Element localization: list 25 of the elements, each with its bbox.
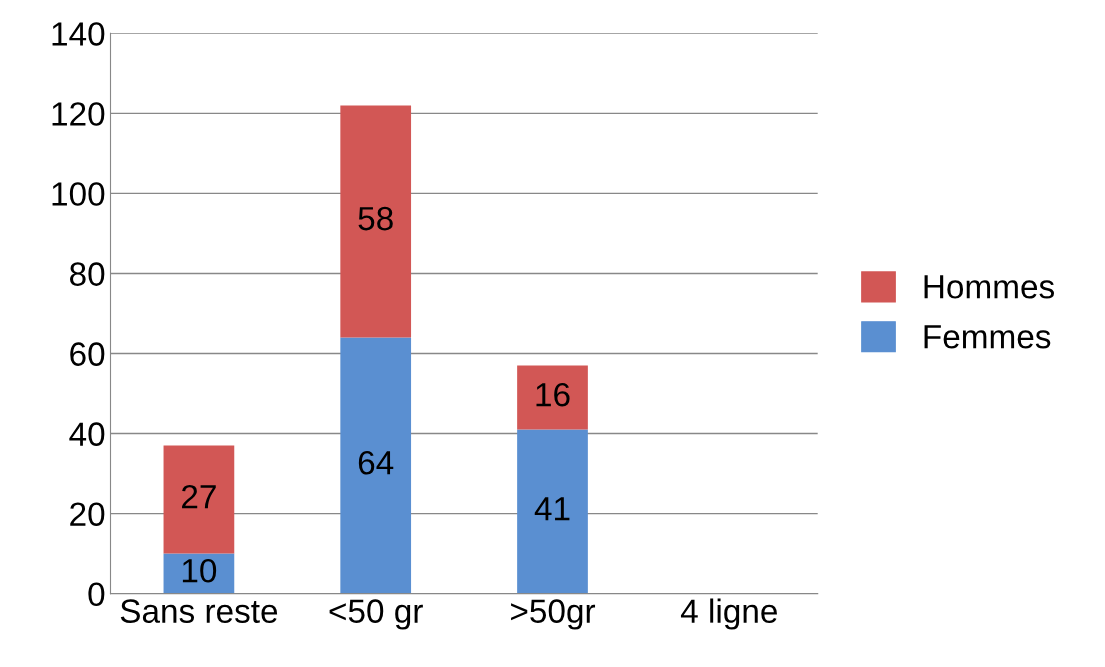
bar: [517, 365, 588, 430]
y-tick-label: 0: [88, 582, 105, 607]
x-tick-label: >50gr: [511, 599, 596, 630]
y-tick-label: 100: [52, 182, 105, 206]
data-label: 16: [536, 382, 570, 407]
data-label: 58: [358, 206, 393, 231]
y-tick-label: 20: [70, 502, 105, 526]
y-tick-label: 40: [69, 422, 105, 446]
y-tick-label: 60: [70, 342, 105, 366]
legend-label: Hommes: [924, 275, 1054, 299]
y-tick-label: 120: [52, 102, 105, 126]
data-label: 41: [534, 497, 570, 521]
data-label: 64: [358, 450, 394, 475]
bar: [340, 105, 412, 338]
y-tick-label: 140: [52, 22, 105, 46]
x-tick-label: Sans reste: [120, 599, 278, 623]
x-tick-label: 4 ligne: [680, 598, 777, 630]
legend-label: Femmes: [924, 325, 1051, 349]
bar: [163, 445, 235, 554]
bar: [340, 337, 412, 594]
data-label: 27: [182, 484, 216, 509]
y-tick-label: 80: [70, 262, 105, 286]
bar: [517, 429, 588, 594]
x-tick-label: <50 gr: [329, 599, 423, 630]
data-label: 10: [182, 558, 217, 583]
